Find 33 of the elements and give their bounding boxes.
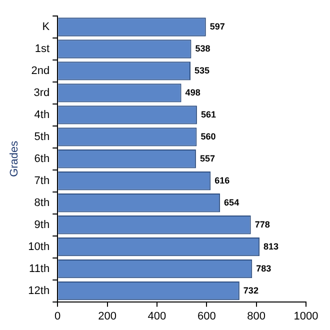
y-tick-label: 5th — [34, 130, 50, 143]
y-tick-label: 4th — [34, 108, 50, 121]
x-tick-label: 400 — [148, 310, 166, 322]
data-label: 783 — [256, 263, 272, 274]
data-label: 616 — [214, 175, 230, 186]
y-tick-label: 11th — [29, 262, 50, 275]
data-label: 778 — [254, 219, 270, 230]
x-tick-label: 200 — [98, 310, 116, 322]
y-tick-label: K — [42, 21, 50, 34]
data-label: 560 — [200, 131, 216, 142]
x-tick-label: 0 — [54, 310, 61, 322]
data-label: 535 — [194, 65, 210, 76]
data-label: 813 — [264, 241, 279, 252]
y-tick-label: 9th — [34, 218, 50, 231]
data-label: 557 — [200, 153, 215, 164]
y-tick-label: 10th — [28, 240, 50, 253]
data-label: 538 — [195, 43, 210, 54]
y-tick-label: 8th — [34, 196, 50, 209]
y-tick-label: 1st — [34, 43, 50, 56]
data-label: 561 — [200, 109, 216, 120]
y-tick-label: 7th — [34, 174, 50, 187]
data-label: 732 — [243, 285, 258, 296]
y-tick-label: 12th — [28, 284, 50, 297]
x-tick-label: 800 — [247, 310, 266, 322]
y-tick-label: 2nd — [31, 64, 50, 77]
x-tick-label: 1000 — [294, 310, 318, 322]
y-axis-title: Grades — [8, 140, 21, 177]
data-label: 654 — [224, 197, 240, 208]
y-tick-label: 3rd — [34, 86, 50, 99]
data-label: 498 — [185, 87, 200, 98]
x-tick-label: 600 — [197, 310, 216, 322]
data-label: 597 — [210, 21, 225, 32]
y-tick-label: 6th — [34, 152, 50, 165]
